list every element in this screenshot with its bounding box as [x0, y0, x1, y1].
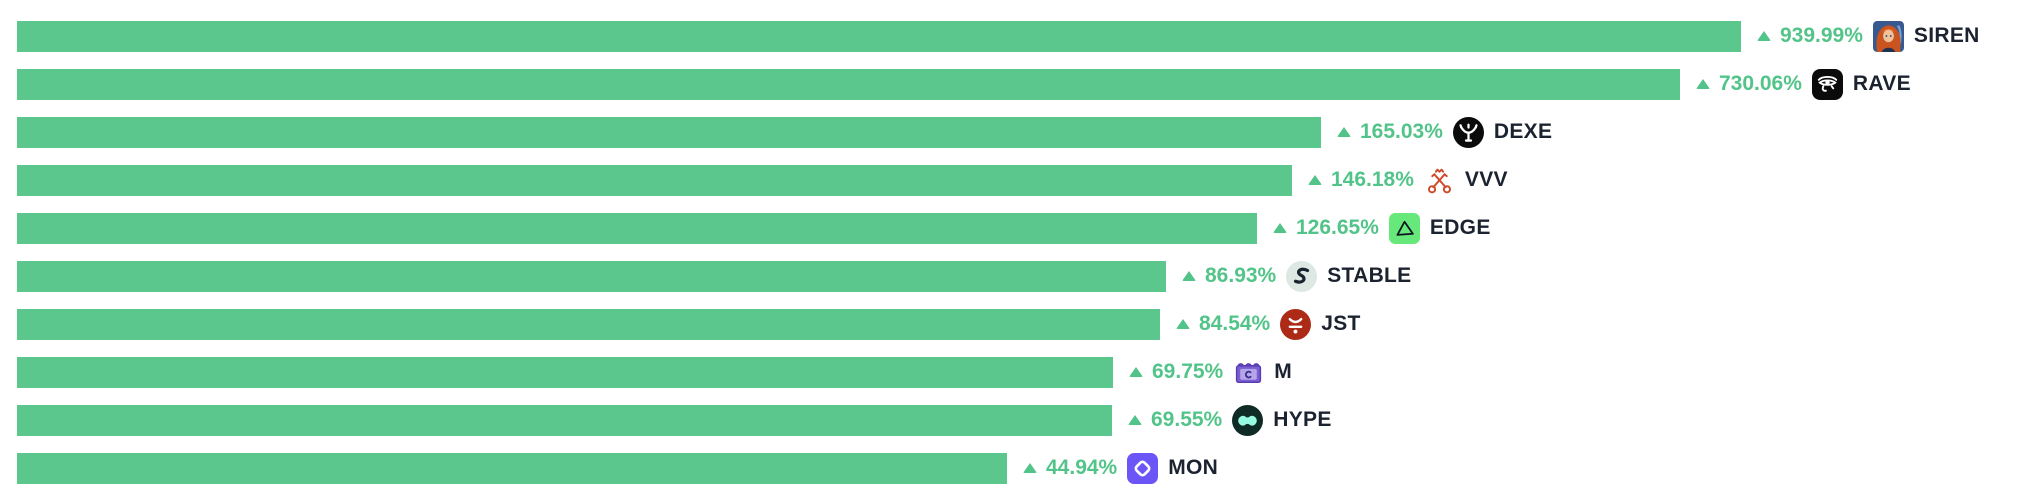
hype-icon: [1232, 404, 1264, 436]
bar-annotation: 939.99% SIREN: [1757, 20, 1980, 52]
up-arrow-icon: [1176, 319, 1190, 329]
up-arrow-icon: [1128, 415, 1142, 425]
token-symbol-label[interactable]: HYPE: [1273, 408, 1332, 431]
bar-annotation: 84.54% JST: [1176, 308, 1361, 340]
bar-annotation: 165.03% DEXE: [1337, 116, 1553, 148]
up-arrow-icon: [1273, 223, 1287, 233]
bar-annotation: 126.65% EDGE: [1273, 212, 1491, 244]
token-symbol-label[interactable]: EDGE: [1429, 216, 1491, 239]
token-row-m[interactable]: 69.75% M: [0, 348, 2034, 396]
pct-change-label: 69.75%: [1152, 360, 1224, 383]
token-symbol-label[interactable]: STABLE: [1327, 264, 1412, 287]
pct-change-label: 44.94%: [1046, 456, 1118, 479]
token-row-edge[interactable]: 126.65% EDGE: [0, 204, 2034, 252]
bar-annotation: 69.55% HYPE: [1128, 404, 1332, 436]
pct-change-label: 146.18%: [1331, 168, 1414, 191]
pct-change-label: 165.03%: [1360, 120, 1443, 143]
siren-avatar-icon: [1872, 20, 1904, 52]
m-ticket-icon: [1233, 357, 1264, 388]
bar-annotation: 730.06% RAVE: [1696, 68, 1911, 100]
gain-bar[interactable]: [17, 308, 1160, 340]
pct-change-label: 86.93%: [1205, 264, 1277, 287]
up-arrow-icon: [1182, 271, 1196, 281]
gain-bar[interactable]: [17, 404, 1112, 436]
bar-annotation: 44.94% MON: [1023, 452, 1219, 484]
stable-s-icon: [1286, 260, 1318, 292]
bar-annotation: 86.93% STABLE: [1182, 260, 1412, 292]
rave-eye-icon: [1811, 68, 1843, 100]
token-row-jst[interactable]: 84.54% JST: [0, 300, 2034, 348]
token-row-rave[interactable]: 730.06% RAVE: [0, 60, 2034, 108]
pct-change-label: 126.65%: [1296, 216, 1379, 239]
dexe-trident-icon: [1452, 116, 1484, 148]
token-row-hype[interactable]: 69.55% HYPE: [0, 396, 2034, 444]
token-symbol-label[interactable]: VVV: [1464, 168, 1508, 191]
pct-change-label: 939.99%: [1780, 24, 1863, 47]
gain-bar[interactable]: [17, 20, 1741, 52]
token-row-vvv[interactable]: 146.18% VVV: [0, 156, 2034, 204]
token-symbol-label[interactable]: MON: [1168, 456, 1219, 479]
gain-bar[interactable]: [17, 356, 1113, 388]
mon-diamond-icon: [1127, 452, 1159, 484]
pct-change-label: 84.54%: [1199, 312, 1271, 335]
token-symbol-label[interactable]: M: [1274, 360, 1293, 383]
token-row-dexe[interactable]: 165.03% DEXE: [0, 108, 2034, 156]
edge-triangle-icon: [1388, 212, 1420, 244]
up-arrow-icon: [1308, 175, 1322, 185]
pct-change-label: 69.55%: [1151, 408, 1223, 431]
token-symbol-label[interactable]: SIREN: [1913, 24, 1980, 47]
gain-bar[interactable]: [17, 260, 1166, 292]
gain-bar[interactable]: [17, 212, 1257, 244]
up-arrow-icon: [1696, 79, 1710, 89]
gain-bar[interactable]: [17, 68, 1680, 100]
gain-bar[interactable]: [17, 116, 1321, 148]
token-symbol-label[interactable]: DEXE: [1493, 120, 1553, 143]
up-arrow-icon: [1129, 367, 1143, 377]
up-arrow-icon: [1757, 31, 1771, 41]
token-symbol-label[interactable]: JST: [1321, 312, 1361, 335]
pct-change-label: 730.06%: [1719, 72, 1802, 95]
gain-bar[interactable]: [17, 164, 1292, 196]
token-row-stable[interactable]: 86.93% STABLE: [0, 252, 2034, 300]
bar-annotation: 69.75% M: [1129, 357, 1292, 388]
vvv-crossed-keys-icon: [1424, 165, 1455, 196]
token-symbol-label[interactable]: RAVE: [1852, 72, 1911, 95]
bar-annotation: 146.18% VVV: [1308, 165, 1508, 196]
jst-icon: [1280, 308, 1312, 340]
up-arrow-icon: [1337, 127, 1351, 137]
token-row-mon[interactable]: 44.94% MON: [0, 444, 2034, 492]
up-arrow-icon: [1023, 463, 1037, 473]
gain-bar[interactable]: [17, 452, 1007, 484]
token-row-siren[interactable]: 939.99% SIREN: [0, 12, 2034, 60]
